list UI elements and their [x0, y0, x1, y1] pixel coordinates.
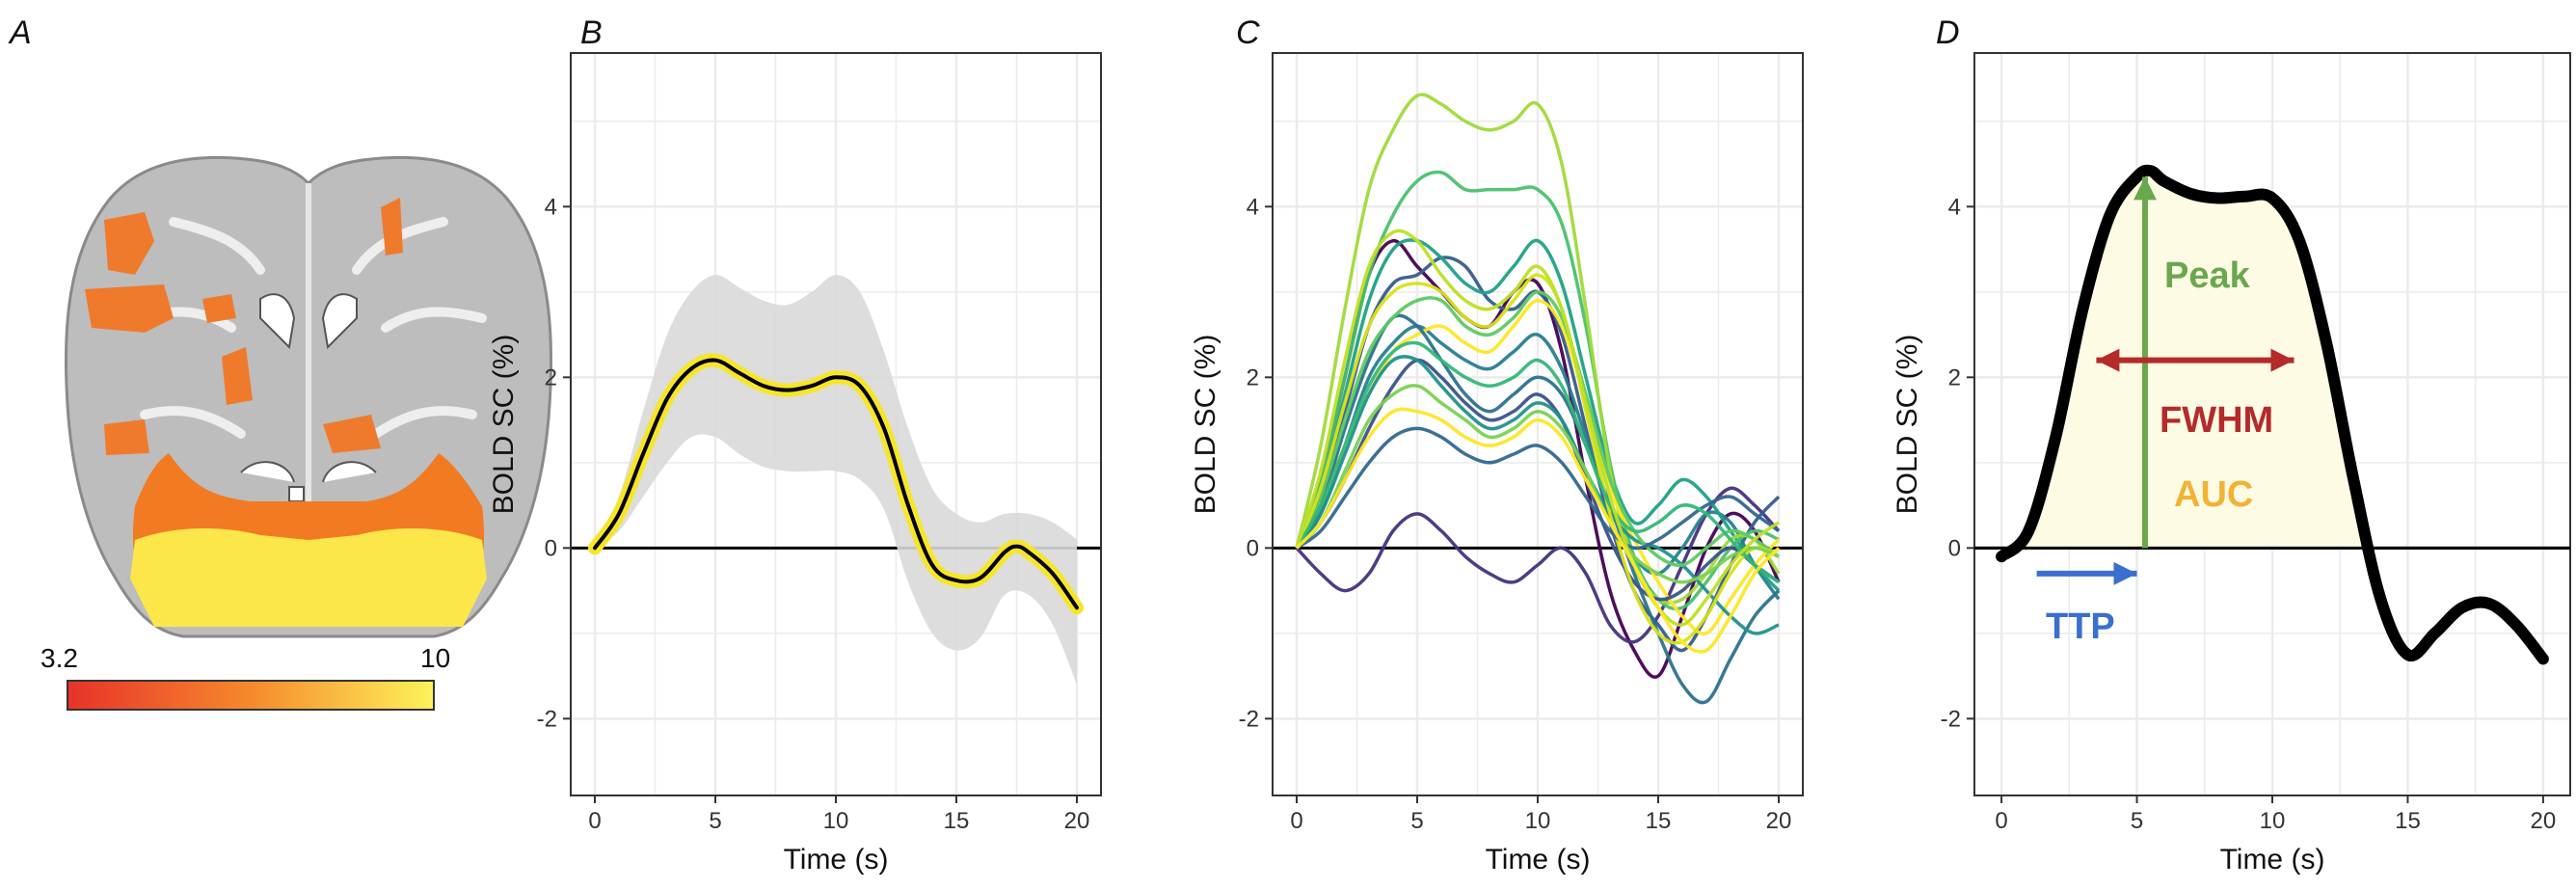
- activation-frontal-left: [104, 212, 154, 275]
- subject-curve: [1295, 407, 1781, 654]
- activation-occipital-peak: [130, 528, 487, 627]
- plot-frame: [1272, 52, 1804, 796]
- subject-curve: [1295, 313, 1781, 705]
- activation-temporal-left: [104, 419, 149, 455]
- subject-curve: [1295, 273, 1780, 645]
- x-tick-label: 20: [1766, 808, 1792, 834]
- colorbar-gradient: [67, 680, 435, 711]
- mean-line: [593, 358, 1079, 610]
- brain-slice: [64, 155, 553, 638]
- x-tick-label: 0: [1995, 808, 2007, 834]
- subject-curve: [1295, 170, 1780, 611]
- subject-curve: [1295, 340, 1780, 584]
- plot-frame: [1973, 52, 2571, 796]
- panel-label-a: A: [8, 14, 32, 51]
- activation-thalamus-left: [222, 347, 253, 405]
- x-tick-label: 5: [1410, 808, 1423, 834]
- ttp-arrow-head: [2113, 561, 2137, 585]
- hrf-curve: [1996, 164, 2549, 665]
- y-tick-label: 4: [1247, 194, 1259, 220]
- y-tick-label: -2: [1941, 706, 1961, 732]
- panel-label-c: C: [1236, 14, 1260, 51]
- x-axis-label: Time (s): [784, 844, 889, 876]
- auc-label: AUC: [2174, 474, 2253, 515]
- x-tick-label: 15: [1646, 808, 1672, 834]
- y-tick-label: 0: [1948, 535, 1961, 561]
- fwhm-arrow-head: [2270, 348, 2294, 372]
- fwhm-arrow-head: [2096, 348, 2120, 372]
- panel-c-chart: 0 5 10 15 20 -2 0 2 4 Time (s) BOLD SC (%): [1190, 52, 1804, 876]
- subject-curve: [1295, 93, 1781, 606]
- subject-curve: [1295, 229, 1780, 627]
- panel-d-chart: 0 5 10 15 20 -2 0 2 4 Time (s) BOLD SC (%): [1892, 52, 2571, 876]
- activation-insula-left: [85, 284, 174, 333]
- y-tick-label: 4: [545, 194, 557, 220]
- x-tick-label: 20: [1064, 808, 1090, 834]
- x-tick-label: 5: [709, 808, 721, 834]
- panel-label-b: B: [580, 14, 603, 51]
- colorbar-max-label: 10: [420, 643, 450, 673]
- activation-thalamus-right: [323, 415, 381, 453]
- y-tick-label: 2: [1247, 364, 1259, 391]
- plot-frame: [570, 52, 1102, 796]
- x-tick-label: 20: [2531, 808, 2557, 834]
- peak-label: Peak: [2164, 256, 2251, 296]
- ttp-label: TTP: [2046, 606, 2115, 647]
- x-tick-label: 10: [1525, 808, 1551, 834]
- y-tick-label: 2: [1948, 364, 1961, 391]
- y-tick-label: 4: [1948, 194, 1961, 220]
- subject-curve: [1295, 486, 1781, 644]
- subject-curve: [1295, 290, 1781, 568]
- activation-frontal-right: [381, 198, 403, 256]
- panel-b-chart: 0 5 10 15 20 -2 0 2 4 Time (s) BOLD SC (%): [488, 52, 1102, 876]
- y-axis-label: BOLD SC (%): [1190, 335, 1221, 515]
- y-tick-label: -2: [537, 706, 557, 732]
- subject-curve: [1295, 358, 1780, 602]
- colorbar-min-label: 3.2: [40, 643, 78, 673]
- activation-putamen-left: [202, 294, 236, 323]
- x-axis-label: Time (s): [2220, 844, 2325, 876]
- x-tick-label: 15: [944, 808, 970, 834]
- y-tick-label: -2: [1239, 706, 1259, 732]
- subject-curve: [1295, 384, 1780, 584]
- ventricles: [259, 293, 358, 350]
- peak-arrow-head: [2133, 176, 2157, 201]
- subject-curve: [1295, 324, 1781, 601]
- y-axis-label: BOLD SC (%): [1892, 335, 1923, 515]
- y-tick-label: 0: [1247, 535, 1259, 561]
- x-tick-label: 10: [823, 808, 849, 834]
- x-tick-label: 5: [2131, 808, 2143, 834]
- fwhm-label: FWHM: [2160, 400, 2273, 441]
- y-axis-label: BOLD SC (%): [488, 335, 520, 515]
- panel-label-d: D: [1936, 14, 1960, 51]
- x-tick-label: 10: [2260, 808, 2286, 834]
- y-tick-label: 0: [545, 535, 557, 561]
- x-tick-label: 0: [1290, 808, 1302, 834]
- y-tick-label: 2: [545, 364, 557, 391]
- x-tick-label: 0: [588, 808, 601, 834]
- subject-curve: [1295, 354, 1780, 635]
- subject-curve: [1295, 238, 1781, 592]
- x-tick-label: 15: [2395, 808, 2421, 834]
- x-axis-label: Time (s): [1486, 844, 1591, 876]
- colorbar: 3.2 10: [40, 643, 450, 711]
